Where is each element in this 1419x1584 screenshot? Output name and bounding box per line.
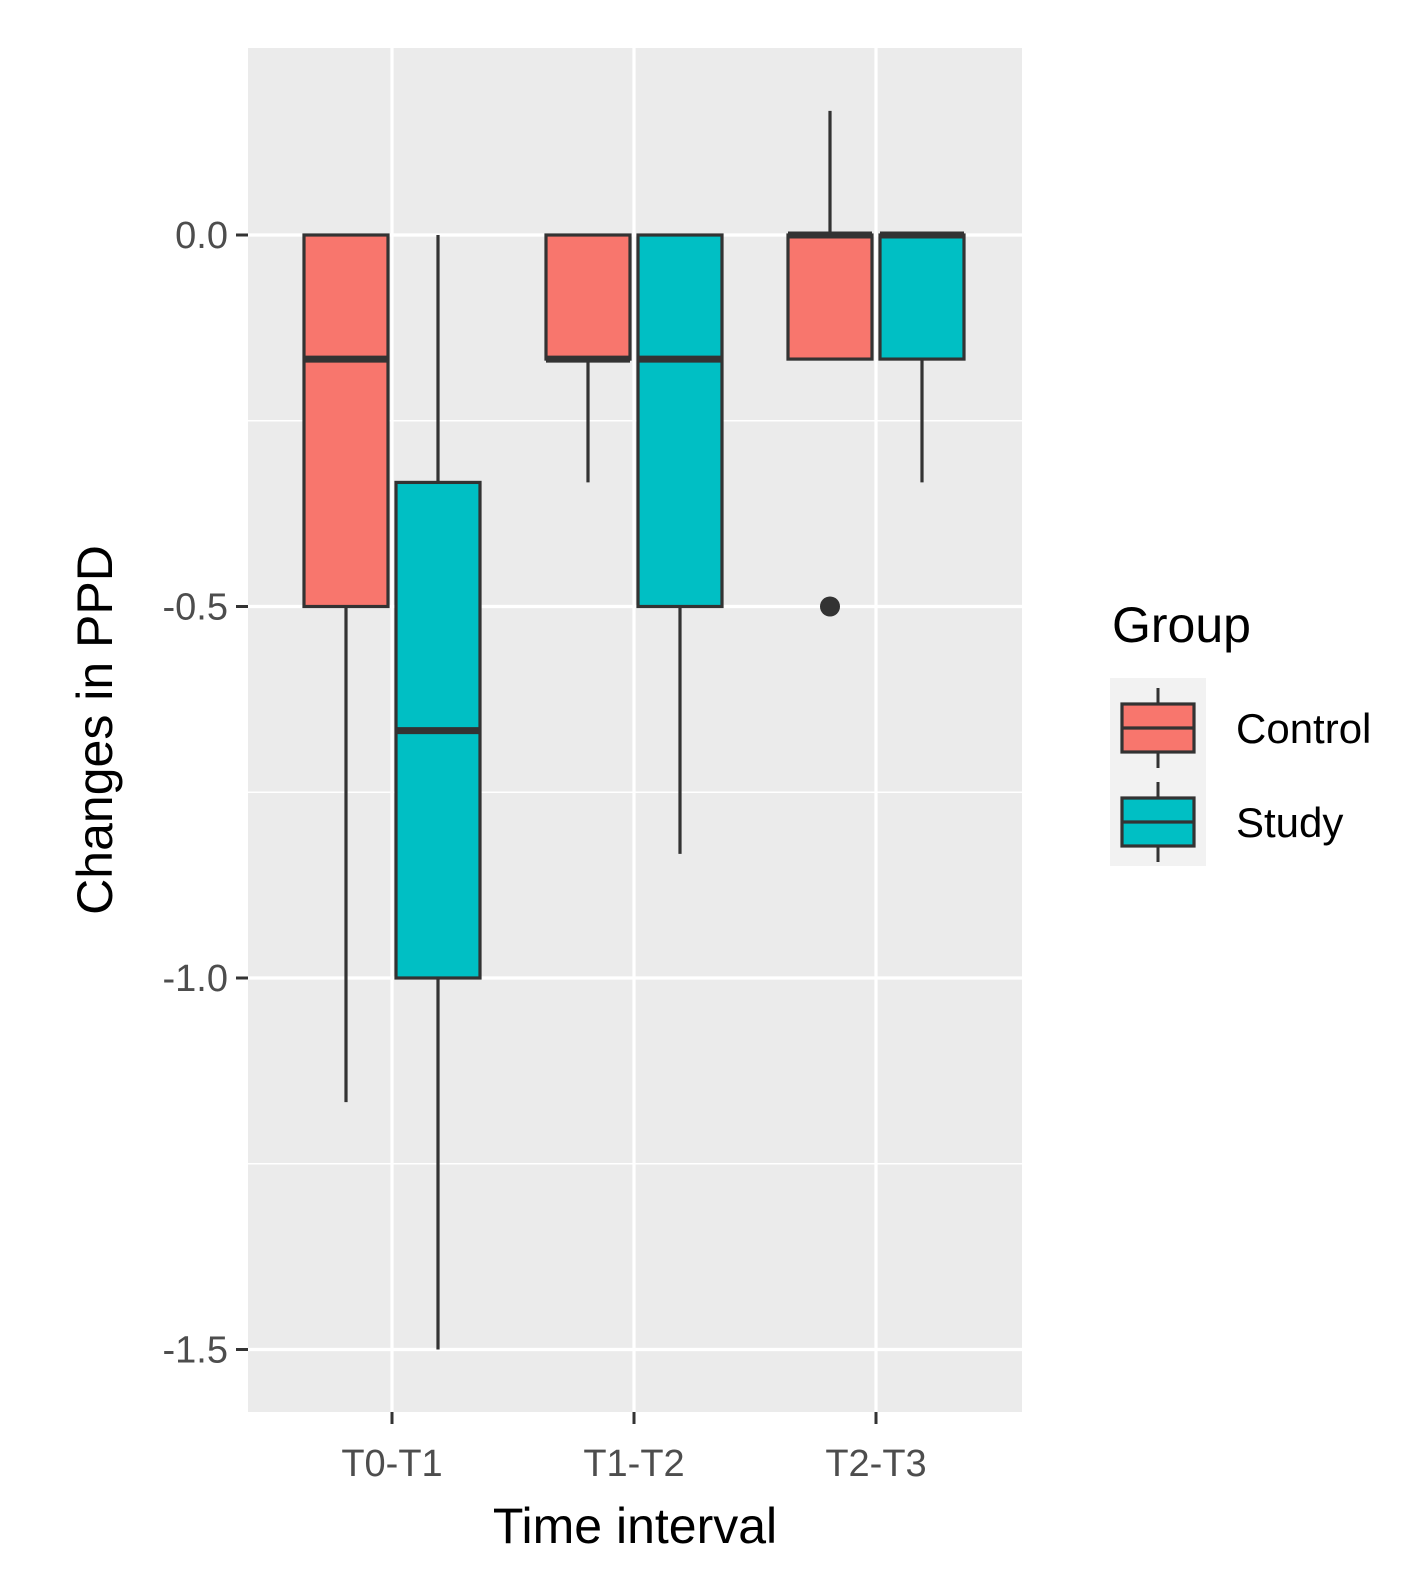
boxes: [302, 110, 966, 1350]
y-tick-label: -1.5: [163, 1330, 228, 1372]
legend: Group Control Study: [1110, 597, 1371, 866]
y-axis-title: Changes in PPD: [67, 545, 123, 915]
legend-title: Group: [1112, 597, 1251, 653]
box-study-t0-t1: [394, 235, 482, 1350]
iqr-box: [786, 233, 874, 361]
x-tick-label: T0-T1: [341, 1443, 442, 1485]
legend-key-study: [1120, 782, 1196, 862]
y-tick-label: -1.0: [163, 958, 228, 1000]
iqr-box: [878, 233, 966, 361]
legend-keys: [1120, 688, 1196, 862]
box-study-t2-t3: [878, 231, 966, 483]
outlier-point: [820, 596, 840, 617]
x-axis-title: Time interval: [493, 1498, 777, 1554]
iqr-box: [544, 233, 632, 361]
legend-label-study: Study: [1236, 799, 1343, 846]
gridlines: [248, 48, 1022, 1412]
y-tick-label: 0.0: [175, 215, 228, 257]
x-tick-label: T1-T2: [583, 1443, 684, 1485]
box-control-t1-t2: [544, 233, 632, 483]
box-study-t1-t2: [636, 233, 724, 854]
iqr-box: [302, 233, 390, 609]
box-control-t0-t1: [302, 233, 390, 1103]
legend-label-control: Control: [1236, 705, 1371, 752]
y-tick-label: -0.5: [163, 587, 228, 629]
x-tick-label: T2-T3: [825, 1443, 926, 1485]
legend-key-control: [1120, 688, 1196, 768]
box-control-t2-t3: [786, 110, 874, 617]
iqr-box: [636, 233, 724, 609]
axes: 0.0 -0.5 -1.0 -1.5 T0-T1 T1-T2 T2-T3: [163, 215, 927, 1485]
